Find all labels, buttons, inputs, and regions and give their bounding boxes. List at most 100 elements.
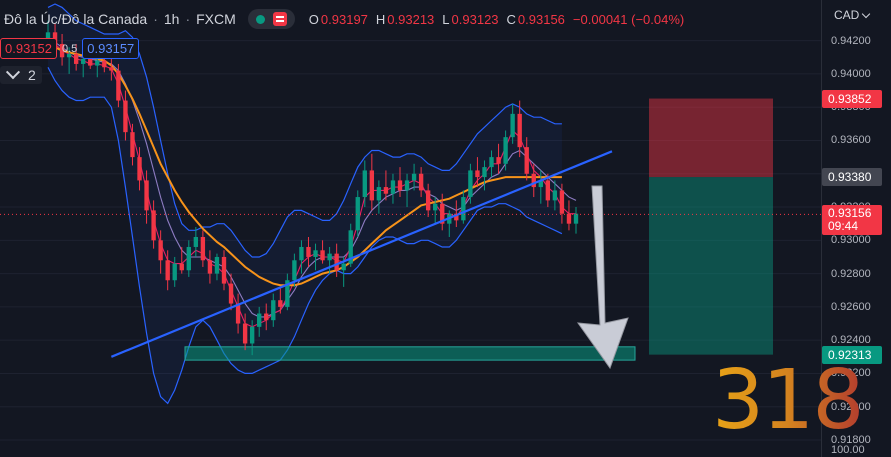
candle	[214, 253, 220, 281]
price-axis-border	[821, 0, 822, 457]
candle	[186, 240, 191, 277]
candle	[271, 293, 276, 327]
broker: FXCM	[196, 11, 236, 27]
candle-body	[257, 313, 262, 327]
candle-body	[73, 53, 79, 64]
price-tick-label: 0.92800	[831, 267, 871, 280]
candle-body	[397, 180, 403, 191]
candle-body	[475, 170, 480, 178]
candle	[144, 170, 149, 224]
candle	[404, 173, 410, 208]
take-profit-zone	[649, 177, 773, 355]
candle	[496, 143, 501, 174]
current-price: 0.93156	[828, 206, 872, 221]
candle-body	[116, 70, 121, 101]
candle-body	[66, 53, 72, 58]
candle-body	[130, 132, 135, 158]
candle	[285, 273, 290, 311]
candle	[264, 303, 269, 331]
candle	[524, 137, 529, 181]
close-value: 0.93156	[517, 11, 565, 27]
separator: ·	[185, 11, 191, 27]
timeframe[interactable]: 1h	[163, 11, 180, 27]
candle-body	[285, 280, 290, 307]
candle-body	[418, 173, 424, 191]
candle-body	[390, 180, 396, 194]
candle-body	[334, 253, 339, 271]
candle-body	[411, 173, 417, 181]
fast-ma-line	[47, 40, 576, 328]
candle-body	[355, 197, 360, 231]
symbol-name[interactable]: Đô la Úc/Đô la Canada	[4, 11, 148, 27]
candle	[433, 197, 438, 224]
down-arrow-icon	[576, 185, 629, 370]
candle	[573, 207, 579, 234]
candle	[257, 306, 262, 337]
indicators-toggle[interactable]: 2	[0, 65, 42, 84]
candle-body	[179, 263, 184, 271]
candle	[306, 236, 311, 267]
candle-body	[503, 137, 508, 164]
candle	[369, 153, 375, 211]
candle-body	[95, 60, 100, 66]
candle-body	[59, 43, 65, 58]
watermark-number: 318	[712, 353, 865, 448]
candle	[193, 227, 199, 257]
candle	[228, 273, 234, 311]
flag-icon[interactable]	[272, 12, 287, 26]
candle	[278, 286, 283, 314]
candle-body	[172, 263, 177, 281]
candle	[151, 200, 156, 249]
candle-body	[228, 283, 234, 304]
candle-body	[510, 113, 515, 138]
candle-body	[221, 256, 227, 284]
candle-body	[292, 260, 297, 281]
candle	[475, 157, 480, 188]
price-tick-label: 0.92200	[831, 367, 871, 379]
chevron-down-icon	[5, 65, 21, 80]
candle-body	[566, 213, 572, 224]
candle-body	[376, 187, 382, 201]
price-tick-label: 0.93000	[831, 234, 871, 247]
sell-button[interactable]: 0.93152	[0, 38, 57, 59]
candle	[137, 147, 142, 191]
candle	[327, 246, 332, 274]
candle-body	[327, 253, 332, 261]
stop-price-label: 0.93852	[822, 89, 882, 108]
candle	[355, 190, 360, 237]
candle	[242, 313, 248, 351]
bollinger-fill	[48, 4, 562, 404]
spread-value: 0.5	[62, 42, 78, 55]
candle	[454, 200, 459, 228]
candle-body	[559, 190, 565, 214]
chevron-down-icon	[862, 9, 871, 18]
bollinger-lower-line	[47, 67, 563, 405]
candle-body	[158, 240, 163, 261]
candle-body	[151, 210, 156, 241]
currency-selector[interactable]: CAD	[834, 8, 871, 22]
candle-body	[524, 147, 529, 174]
currency-label: CAD	[834, 8, 860, 22]
candle-body	[482, 167, 487, 178]
candle	[165, 250, 170, 291]
candle	[503, 130, 508, 171]
candle	[334, 243, 339, 277]
buy-button[interactable]: 0.93157	[82, 38, 140, 59]
candle-body	[517, 113, 522, 148]
candle-body	[341, 263, 346, 271]
candle	[545, 173, 551, 208]
candle	[109, 57, 114, 81]
target-zone	[184, 346, 636, 361]
low-value: 0.93123	[451, 11, 499, 27]
candle	[235, 293, 241, 334]
candle	[320, 240, 325, 264]
candle-body	[102, 60, 107, 68]
candle	[461, 190, 466, 224]
candle	[517, 100, 522, 158]
candle-body	[545, 180, 551, 201]
market-status-pill[interactable]	[247, 9, 295, 29]
candle-body	[468, 170, 473, 198]
candle	[531, 163, 536, 198]
candle-body	[235, 303, 241, 324]
